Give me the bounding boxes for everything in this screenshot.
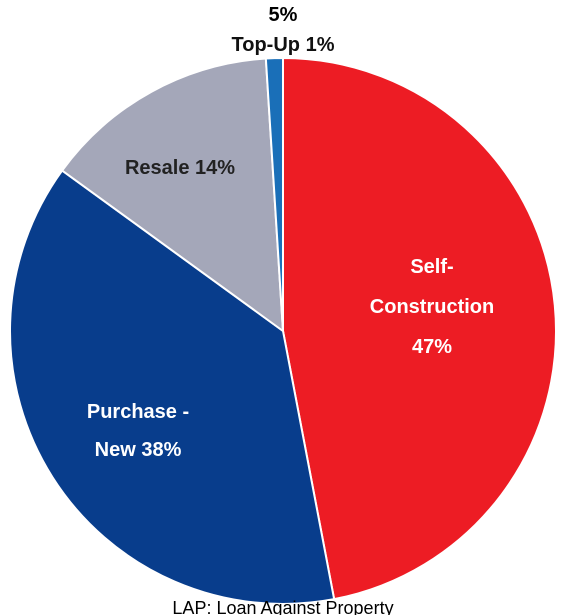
value-label: 47% [411,336,453,358]
footnote: LAP: Loan Against Property [172,598,394,615]
pie-slice [9,169,336,605]
annotation: 5% [268,4,298,26]
category-label: Purchase - New [86,401,190,461]
value-label: 1% [305,34,335,56]
pie-slice [264,56,284,332]
pie-slice [282,56,557,601]
value-label: 38% [141,439,182,461]
slice-label: Purchase - New 38% [73,393,203,469]
category-label: Self-Construction [369,256,495,318]
pie-slice [60,57,285,334]
category-label: Top-Up [231,34,301,56]
value-label: 14% [195,157,236,179]
category-label: Resale [124,157,190,179]
slice-label: Resale 14% [70,156,290,180]
slice-label: Self-Construction 47% [352,247,512,367]
slice-label: Top-Up 1% [183,33,383,57]
